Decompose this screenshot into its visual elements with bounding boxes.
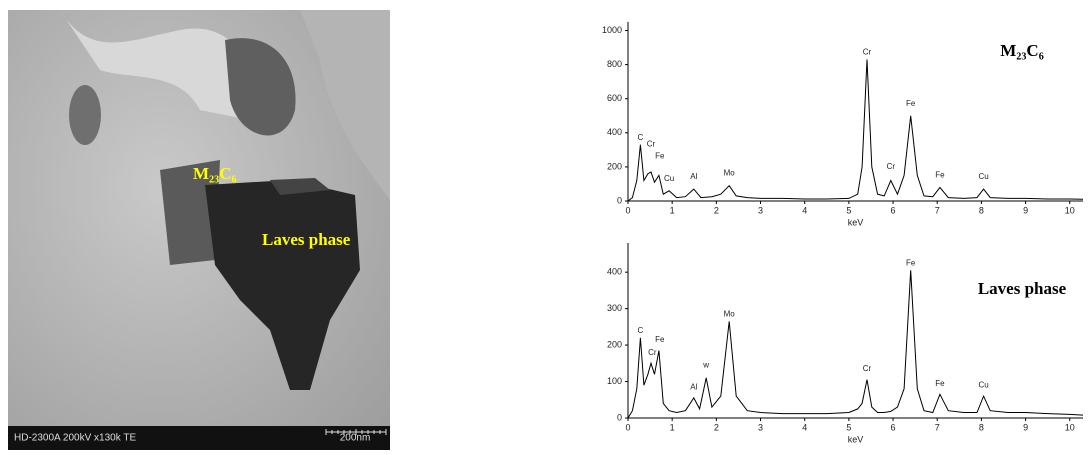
y-tick-label: 200 bbox=[607, 161, 622, 171]
chart-label: M₂₃C₆ bbox=[1000, 41, 1044, 60]
x-tick-label: 7 bbox=[935, 422, 940, 432]
peak-label: Al bbox=[690, 172, 697, 181]
peak-label: Fe bbox=[906, 258, 916, 267]
peak-label: C bbox=[637, 133, 643, 142]
y-tick-label: 1000 bbox=[602, 25, 622, 35]
peak-label: Al bbox=[690, 382, 697, 391]
peak-label: Fe bbox=[935, 379, 945, 388]
y-tick-label: 600 bbox=[607, 93, 622, 103]
peak-label: w bbox=[702, 361, 709, 370]
peak-label: Fe bbox=[655, 335, 665, 344]
x-tick-label: 1 bbox=[670, 205, 675, 215]
x-tick-label: 6 bbox=[891, 205, 896, 215]
peak-label: Cr bbox=[863, 364, 872, 373]
x-axis-label: keV bbox=[848, 434, 864, 444]
x-tick-label: 5 bbox=[846, 422, 851, 432]
peak-label: Mo bbox=[724, 169, 736, 178]
peak-label: Cr bbox=[647, 140, 656, 149]
x-tick-label: 10 bbox=[1065, 205, 1075, 215]
spectrum-line bbox=[627, 270, 1084, 419]
peak-label: Fe bbox=[906, 99, 916, 108]
peak-label: Cu bbox=[978, 381, 988, 390]
x-tick-label: 7 bbox=[935, 205, 940, 215]
x-tick-label: 3 bbox=[758, 422, 763, 432]
peak-label: Cu bbox=[978, 172, 988, 181]
grain bbox=[225, 38, 296, 136]
peak-label: Cr bbox=[863, 48, 872, 57]
y-tick-label: 300 bbox=[607, 303, 622, 313]
peak-label: Cr bbox=[648, 348, 657, 357]
x-tick-label: 4 bbox=[802, 205, 807, 215]
x-axis-label: keV bbox=[848, 217, 864, 227]
micrograph: HD-2300A 200kV x130k TE 200nm M₂₃C₆ Lave… bbox=[8, 10, 390, 450]
x-tick-label: 0 bbox=[625, 422, 630, 432]
x-tick-label: 10 bbox=[1065, 422, 1075, 432]
y-tick-label: 400 bbox=[607, 127, 622, 137]
y-tick-label: 200 bbox=[607, 339, 622, 349]
x-tick-label: 4 bbox=[802, 422, 807, 432]
grain bbox=[160, 160, 220, 265]
x-tick-label: 2 bbox=[714, 205, 719, 215]
carbide-particle bbox=[270, 178, 330, 195]
peak-label: Cr bbox=[887, 162, 896, 171]
phase-label: M₂₃C₆ bbox=[193, 164, 237, 183]
y-tick-label: 400 bbox=[607, 267, 622, 277]
bright-region bbox=[60, 10, 252, 120]
x-tick-label: 8 bbox=[979, 205, 984, 215]
phase-label: Laves phase bbox=[262, 230, 351, 249]
y-tick-label: 0 bbox=[617, 412, 622, 422]
peak-label: Mo bbox=[724, 309, 736, 318]
x-tick-label: 5 bbox=[846, 205, 851, 215]
x-tick-label: 1 bbox=[670, 422, 675, 432]
x-tick-label: 3 bbox=[758, 205, 763, 215]
x-tick-label: 2 bbox=[714, 422, 719, 432]
y-tick-label: 800 bbox=[607, 59, 622, 69]
scale-label: 200nm bbox=[340, 433, 371, 444]
laves-particle bbox=[205, 180, 360, 390]
x-tick-label: 8 bbox=[979, 422, 984, 432]
y-tick-label: 0 bbox=[617, 195, 622, 205]
peak-label: C bbox=[637, 326, 643, 335]
y-tick-label: 100 bbox=[607, 376, 622, 386]
scale-bar bbox=[325, 429, 387, 435]
x-tick-label: 6 bbox=[891, 422, 896, 432]
spectrum-line bbox=[627, 59, 1084, 202]
x-tick-label: 0 bbox=[625, 205, 630, 215]
peak-label: Cu bbox=[664, 174, 674, 183]
grain bbox=[69, 85, 101, 145]
x-tick-label: 9 bbox=[1023, 205, 1028, 215]
x-tick-label: 9 bbox=[1023, 422, 1028, 432]
peak-label: Fe bbox=[655, 152, 665, 161]
bright-region bbox=[300, 10, 390, 200]
chart-label: Laves phase bbox=[978, 279, 1067, 298]
peak-label: Fe bbox=[935, 170, 945, 179]
micrograph-caption: HD-2300A 200kV x130k TE bbox=[14, 433, 136, 444]
